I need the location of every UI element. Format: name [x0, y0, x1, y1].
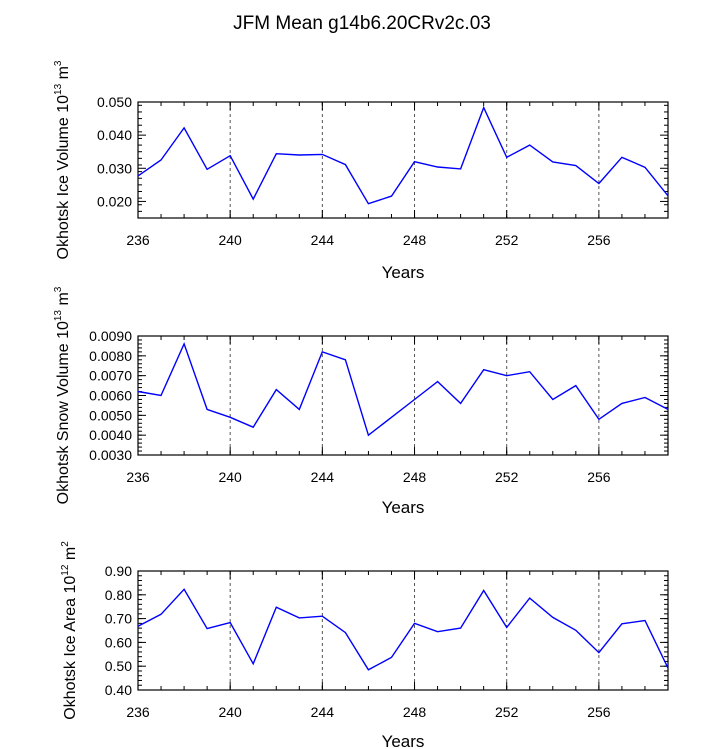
series-line: [137, 342, 669, 437]
y-tick-label: 0.0070: [89, 368, 132, 384]
y-tick-label: 0.0080: [89, 348, 132, 364]
y-axis-title: Okhotsk Ice Volume 1013 m3: [53, 60, 72, 259]
series-line: [137, 105, 669, 205]
x-tick-label: 248: [403, 232, 427, 248]
x-tick-label: 256: [587, 469, 611, 485]
x-tick-label: 252: [495, 704, 519, 720]
chart-panel-3: 236 240 244 248 252 256 0.40 0.50 0.60 0.70 0.80 0.…: [60, 541, 669, 749]
x-tick-label: 248: [403, 704, 427, 720]
y-tick-label: 0.0040: [89, 427, 132, 443]
chart-panel-2: 236 240 244 248 252 256 0.0030 0.0040 0.0050 0.00…: [53, 286, 669, 517]
y-tick-label: 0.040: [97, 127, 132, 143]
y-tick-label: 0.030: [97, 160, 132, 176]
y-tick-label: 0.60: [105, 634, 132, 650]
x-tick-label: 236: [126, 469, 150, 485]
figure-title: JFM Mean g14b6.20CRv2c.03: [233, 13, 491, 34]
x-tick-label: 252: [495, 232, 519, 248]
y-tick-label: 0.0050: [89, 407, 132, 423]
x-tick-label: 244: [311, 704, 335, 720]
y-axis-title-text: Okhotsk Snow Volume 10: [55, 321, 72, 504]
x-tick-label: 240: [218, 232, 242, 248]
y-axis-title-exp: 13: [53, 83, 64, 95]
y-axis-title: Okhotsk Snow Volume 1013 m3: [53, 286, 72, 504]
y-axis-title-unit: m: [62, 547, 79, 565]
plot-frame: [137, 335, 669, 456]
y-tick-label: 0.50: [105, 658, 132, 674]
y-axis-title-unit: m: [55, 292, 72, 310]
y-tick-label: 0.80: [105, 587, 132, 603]
y-tick-label: 0.050: [97, 94, 132, 110]
y-axis-title-unit-exp: 3: [53, 60, 64, 66]
y-tick-label: 0.0030: [89, 447, 132, 463]
x-tick-label: 252: [495, 469, 519, 485]
x-tick-label: 236: [126, 232, 150, 248]
y-axis-title-unit: m: [55, 66, 72, 84]
x-axis-title: Years: [382, 498, 425, 517]
x-tick-label: 244: [311, 232, 335, 248]
y-tick-label: 0.020: [97, 193, 132, 209]
y-axis-title-exp: 13: [53, 310, 64, 322]
y-tick-label: 0.0090: [89, 328, 132, 344]
y-tick-label: 0.0060: [89, 388, 132, 404]
y-axis-title-text: Okhotsk Ice Volume 10: [55, 95, 72, 260]
y-axis-title-exp: 12: [60, 564, 71, 576]
x-axis-title: Years: [382, 732, 425, 749]
chart-panel-1: 236 240 244 248 252 256 0.020 0.030 0.040 0.050 Ye…: [53, 60, 669, 282]
series-line: [137, 588, 669, 671]
plot-frame: [137, 570, 669, 691]
x-tick-label: 256: [587, 704, 611, 720]
x-tick-label: 240: [218, 469, 242, 485]
x-tick-label: 240: [218, 704, 242, 720]
chart-panels: 236 240 244 248 252 256 0.020 0.030 0.040 0.050 Ye…: [53, 60, 669, 749]
y-tick-label: 0.40: [105, 682, 132, 698]
y-axis-title-unit-exp: 2: [60, 541, 71, 547]
y-tick-label: 0.70: [105, 611, 132, 627]
x-tick-label: 244: [311, 469, 335, 485]
y-axis-title-unit-exp: 3: [53, 286, 64, 292]
x-tick-label: 236: [126, 704, 150, 720]
x-tick-label: 248: [403, 469, 427, 485]
y-axis-title: Okhotsk Ice Area 1012 m2: [60, 541, 79, 720]
x-axis-title: Years: [382, 263, 425, 282]
x-tick-label: 256: [587, 232, 611, 248]
y-tick-label: 0.90: [105, 563, 132, 579]
plot-frame: [137, 101, 669, 219]
y-axis-title-text: Okhotsk Ice Area 10: [62, 576, 79, 720]
